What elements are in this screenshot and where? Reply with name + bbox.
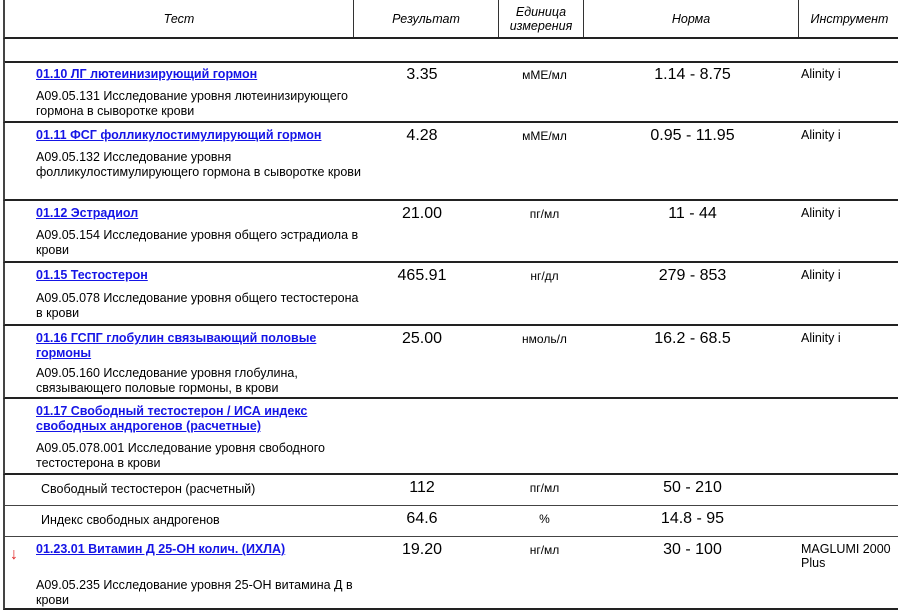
result-value: 4.28 (406, 127, 438, 144)
unit-value: нг/дл (530, 269, 559, 283)
sub-test-name: Индекс свободных андрогенов (41, 513, 220, 527)
result-value: 19.20 (401, 541, 443, 558)
header-unit: Единица измерения (499, 0, 584, 37)
result-value: 21.00 (401, 205, 443, 222)
norm-range: 30 - 100 (663, 541, 722, 558)
test-description: А09.05.235 Исследование уровня 25-ОН вит… (36, 578, 353, 607)
norm-range: 1.14 - 8.75 (654, 66, 731, 83)
instrument-name: Alinity i (801, 67, 841, 81)
unit-value: мМЕ/мл (522, 129, 567, 143)
test-description: А09.05.078 Исследование уровня общего те… (36, 291, 359, 320)
test-description: А09.05.160 Исследование уровня глобулина… (36, 366, 298, 395)
test-link[interactable]: 01.23.01 Витамин Д 25-ОН колич. (ИХЛА) (36, 542, 286, 556)
test-link[interactable]: 01.10 ЛГ лютеинизирующий гормон (36, 67, 258, 81)
norm-range: 0.95 - 11.95 (650, 127, 735, 144)
result-value: 3.35 (406, 66, 438, 83)
table-row: 01.12 Эстрадиол А09.05.154 Исследование у… (3, 201, 898, 263)
table-row: 01.10 ЛГ лютеинизирующий гормон А09.05.13… (3, 62, 898, 123)
table-row: 01.15 Тестостерон А09.05.078 Исследование… (3, 263, 898, 326)
header-norm: Норма (584, 0, 799, 37)
unit-value: пг/мл (529, 207, 560, 221)
result-value: 25.00 (401, 330, 443, 347)
low-flag-icon: ↓ (10, 546, 18, 563)
test-link[interactable]: 01.16 ГСПГ глобулин связывающий половые … (36, 331, 317, 360)
result-value: 465.91 (397, 267, 447, 284)
test-description: А09.05.154 Исследование уровня общего эс… (36, 228, 359, 257)
norm-range: 50 - 210 (663, 479, 722, 496)
instrument-name: MAGLUMI 2000 Plus (801, 542, 891, 570)
unit-value: пг/мл (529, 481, 560, 495)
header-test: Тест (5, 0, 354, 37)
table-row: Индекс свободных андрогенов 64.6% 14.8 - 9… (3, 506, 898, 537)
test-description: А09.05.131 Исследование уровня лютеинизи… (36, 89, 348, 118)
unit-value: нг/мл (529, 543, 560, 557)
test-description: А09.05.078.001 Исследование уровня свобо… (36, 441, 325, 470)
norm-range: 11 - 44 (668, 205, 717, 222)
instrument-name: Alinity i (801, 206, 841, 220)
norm-range: 16.2 - 68.5 (654, 330, 731, 347)
unit-value: нмоль/л (522, 332, 567, 346)
table-row: 01.11 ФСГ фолликулостимулирующий гормон А… (3, 123, 898, 201)
instrument-name: Alinity i (801, 331, 841, 345)
unit-value: мМЕ/мл (522, 68, 567, 82)
result-value: 112 (409, 479, 435, 496)
instrument-name: Alinity i (801, 268, 841, 282)
test-link[interactable]: 01.17 Свободный тестостерон / ИСА индекс… (36, 404, 308, 433)
test-link[interactable]: 01.11 ФСГ фолликулостимулирующий гормон (36, 128, 322, 142)
table-row: Свободный тестостерон (расчетный) 112 пг/м… (3, 475, 898, 506)
test-description: А09.05.132 Исследование уровня фолликуло… (36, 150, 361, 179)
table-row: 01.17 Свободный тестостерон / ИСА индекс… (3, 399, 898, 475)
sub-test-name: Свободный тестостерон (расчетный) (41, 482, 256, 496)
test-link[interactable]: 01.15 Тестостерон (36, 268, 148, 282)
header-result: Результат (354, 0, 499, 37)
test-link[interactable]: 01.12 Эстрадиол (36, 206, 139, 220)
norm-range: 279 - 853 (658, 267, 727, 284)
result-value: 64.6 (406, 510, 438, 527)
table-row: ↓ 01.23.01 Витамин Д 25-ОН колич. (ИХЛА) А… (3, 537, 898, 610)
table-row: 01.16 ГСПГ глобулин связывающий половые … (3, 326, 898, 399)
header-instrument: Инструмент (810, 11, 889, 26)
blank-row (3, 39, 898, 63)
unit-value: % (539, 512, 550, 526)
table-header: Тест Результат Единица измерения Норма И… (3, 0, 898, 39)
instrument-name: Alinity i (801, 128, 841, 142)
norm-range: 14.8 - 95 (660, 510, 725, 527)
